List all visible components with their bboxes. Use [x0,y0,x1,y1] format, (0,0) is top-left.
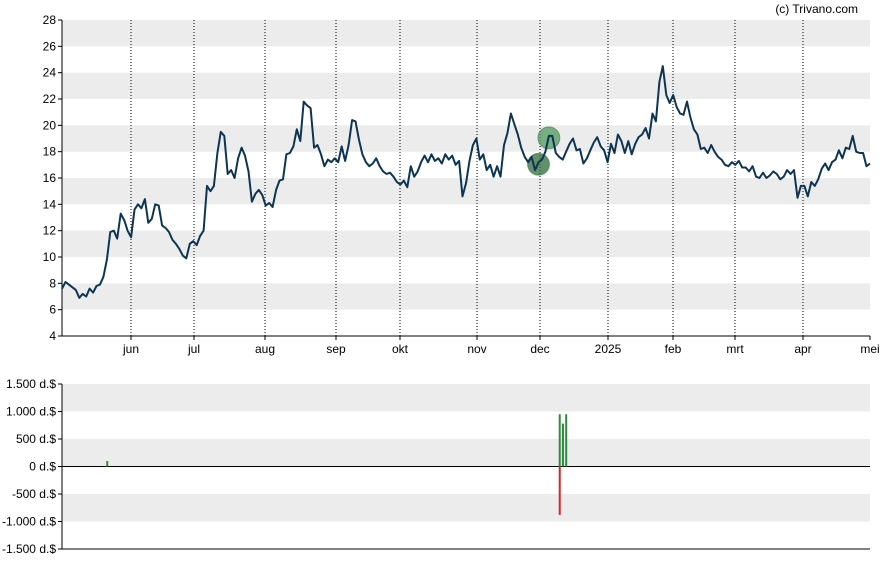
price-x-tick-label: dec [530,342,549,356]
volume-y-tick-label: 0 d.$ [29,460,56,474]
price-y-tick-label: 22 [43,92,57,106]
volume-bar [558,414,561,467]
price-y-ticks: 4 6 8 10 12 14 16 18 20 22 24 26 28 [43,13,62,343]
price-x-tick-label: okt [392,342,409,356]
price-x-tick-label: apr [794,342,811,356]
price-grid-band [62,125,870,152]
price-grid-bands [62,20,870,310]
price-y-tick-label: 18 [43,145,57,159]
price-x-tick-label: feb [665,342,682,356]
price-y-tick-label: 28 [43,13,57,27]
price-x-tick-label: jun [122,342,139,356]
volume-y-tick-label: -1.500 d.$ [2,542,56,556]
price-y-tick-label: 16 [43,171,57,185]
price-x-tick-label: sep [326,342,346,356]
price-x-tick-label: nov [467,342,486,356]
price-x-ticks: jun jul aug sep okt nov dec 2025 feb mrt apr mei [122,336,880,356]
volume-y-tick-label: -500 d.$ [12,487,56,501]
volume-bar [106,461,109,467]
volume-bar [561,423,564,467]
price-y-tick-label: 6 [49,303,56,317]
volume-grid-bands [62,384,870,522]
price-grid-band [62,230,870,257]
volume-grid-band [62,439,870,467]
volume-bar [565,414,568,467]
volume-bar [558,466,561,515]
price-y-tick-label: 12 [43,224,57,238]
price-x-tick-label: mei [860,342,879,356]
price-series-line [61,65,871,299]
price-y-tick-label: 26 [43,39,57,53]
price-grid-band [62,20,870,47]
price-grid-band [62,283,870,310]
price-grid-band [62,72,870,99]
price-x-tick-label: aug [255,342,275,356]
volume-bars [106,414,568,515]
price-y-tick-label: 8 [49,276,56,290]
volume-y-tick-label: 1.000 d.$ [6,405,56,419]
price-y-tick-label: 20 [43,118,57,132]
volume-y-tick-label: 1.500 d.$ [6,377,56,391]
volume-y-tick-label: -1.000 d.$ [2,515,56,529]
volume-grid-band [62,494,870,522]
price-y-tick-label: 14 [43,197,57,211]
price-y-tick-label: 24 [43,66,57,80]
volume-grid-band [62,384,870,412]
volume-y-ticks: 1.500 d.$ 1.000 d.$ 500 d.$ 0 d.$ -500 d.$ -1… [2,377,62,556]
price-y-tick-label: 10 [43,250,57,264]
price-x-tick-label: jul [187,342,200,356]
volume-y-tick-label: 500 d.$ [16,432,56,446]
price-x-tick-label: mrt [726,342,744,356]
copyright-text: (c) Trivano.com [775,2,858,16]
price-x-tick-label: 2025 [595,342,622,356]
price-y-tick-label: 4 [49,329,56,343]
